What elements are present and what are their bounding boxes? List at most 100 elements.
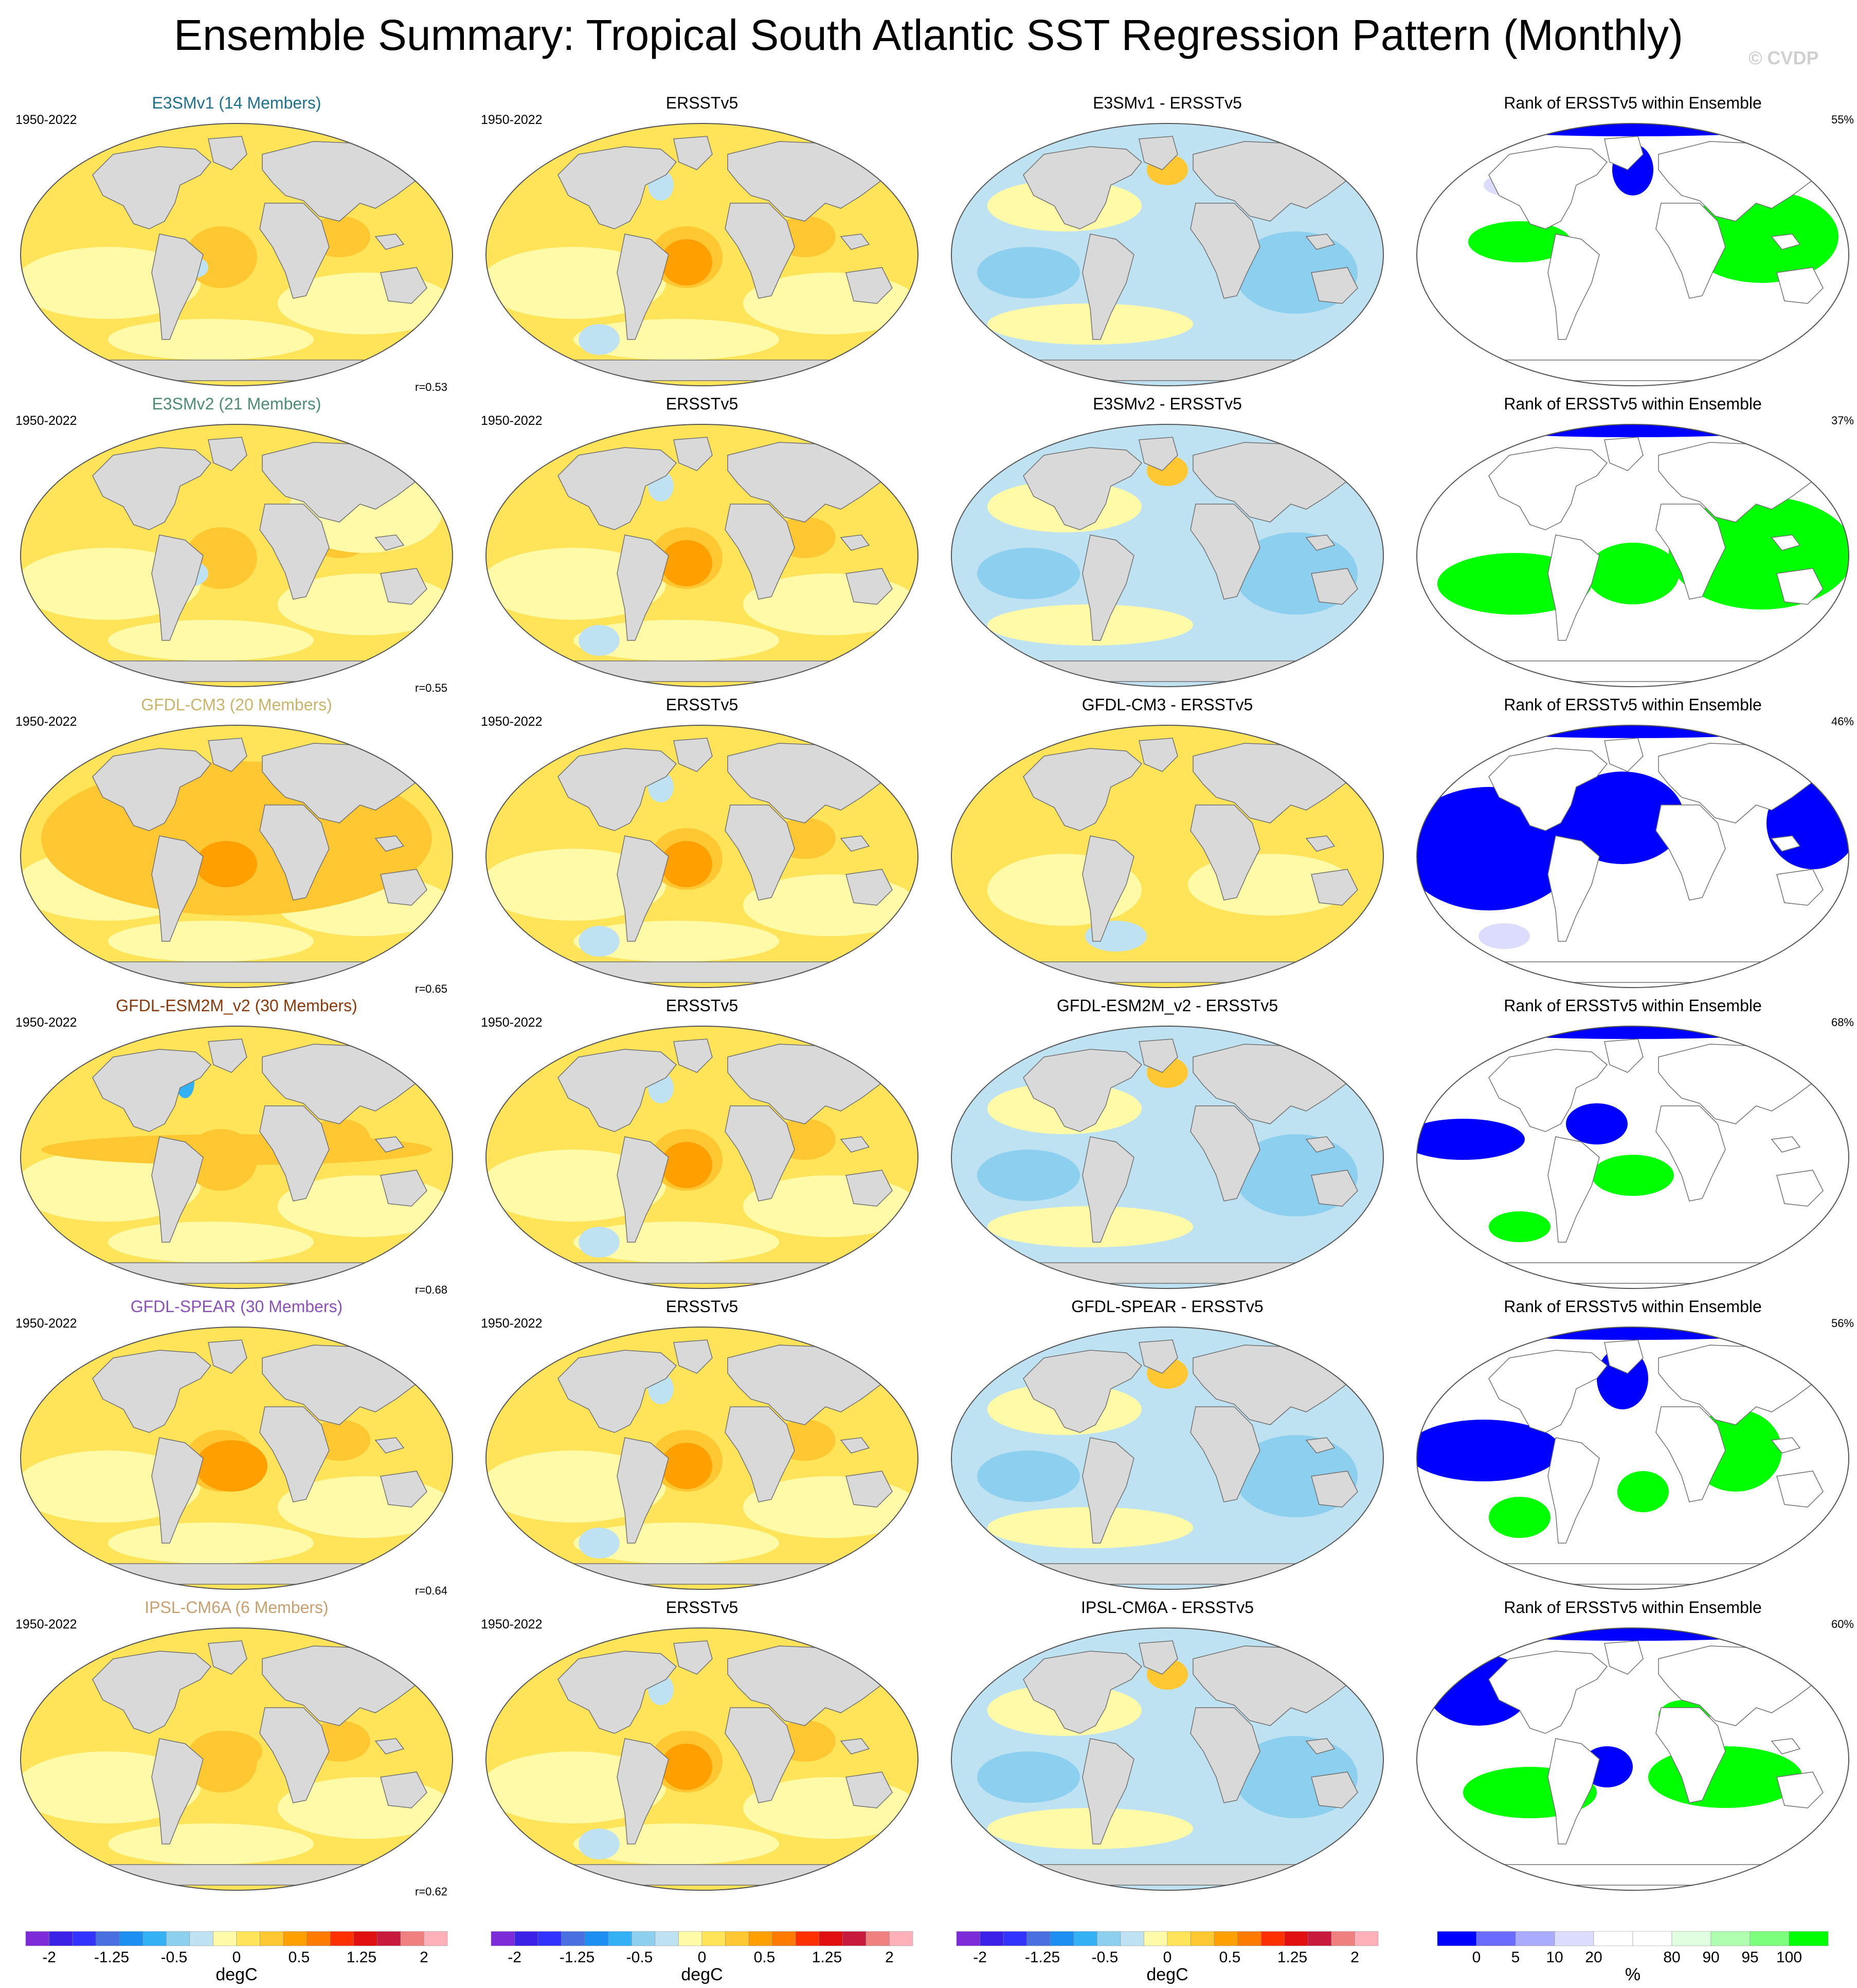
diff-map	[951, 424, 1384, 687]
colorbar-swatch	[424, 1931, 448, 1946]
obs-map	[485, 1327, 918, 1590]
rank-map	[1416, 1026, 1849, 1289]
colorbar-swatch	[819, 1931, 843, 1946]
colorbar-tick-label: -1.25	[94, 1949, 129, 1965]
model-title: GFDL-CM3 (20 Members)	[141, 695, 332, 714]
panel-row1-rank: Rank of ERSSTv5 within Ensemble 55%	[1401, 93, 1857, 393]
colorbar-tick-label: 20	[1585, 1949, 1602, 1965]
panel-row3-obs: ERSSTv5 1950-2022	[471, 694, 933, 995]
model-map	[20, 1327, 453, 1590]
obs-map	[485, 1627, 918, 1891]
colorbar-tick-label: 10	[1546, 1949, 1563, 1965]
obs-map	[485, 123, 918, 386]
colorbar-swatch	[1097, 1931, 1121, 1946]
colorbar-swatch	[1710, 1931, 1751, 1946]
colorbar-swatch	[1593, 1931, 1633, 1946]
cvdp-watermark: © CVDP	[1748, 47, 1819, 68]
panel-row1-diff: E3SMv1 - ERSSTv5	[936, 93, 1399, 393]
colorbar-tick-label: -1.25	[1025, 1949, 1060, 1965]
colorbar-swatch	[1331, 1931, 1355, 1946]
diff-title: GFDL-CM3 - ERSSTv5	[1081, 695, 1253, 714]
colorbar-swatch	[1144, 1931, 1168, 1946]
rank-map	[1416, 1627, 1849, 1891]
model-map	[20, 123, 453, 386]
colorbar-swatch	[142, 1931, 167, 1946]
diff-title: GFDL-ESM2M_v2 - ERSSTv5	[1056, 996, 1278, 1015]
year-range-label: 1950-2022	[15, 1015, 77, 1030]
year-range-label: 1950-2022	[481, 714, 543, 729]
colorbar-swatch	[701, 1931, 726, 1946]
rank-title: Rank of ERSSTv5 within Ensemble	[1504, 695, 1762, 714]
colorbar-swatch	[1050, 1931, 1074, 1946]
panel-row6-obs: ERSSTv5 1950-2022	[471, 1597, 933, 1898]
panel-row1-obs: ERSSTv5 1950-2022	[471, 93, 933, 393]
pattern-correlation-label: r=0.53	[415, 381, 447, 393]
colorbar-swatch	[561, 1931, 585, 1946]
panel-row5-diff: GFDL-SPEAR - ERSSTv5	[936, 1296, 1399, 1597]
model-map	[20, 424, 453, 687]
rank-percent-label: 37%	[1831, 414, 1854, 427]
panel-row4-obs: ERSSTv5 1950-2022	[471, 995, 933, 1296]
colorbar-swatch	[1476, 1931, 1516, 1946]
panel-row5-rank: Rank of ERSSTv5 within Ensemble 56%	[1401, 1296, 1857, 1597]
diff-map	[951, 1026, 1384, 1289]
colorbar-swatch	[49, 1931, 73, 1946]
colorbar-swatch	[1750, 1931, 1790, 1946]
model-map	[20, 725, 453, 988]
colorbar-swatch	[72, 1931, 96, 1946]
model-map	[20, 1026, 453, 1289]
colorbar-tick-label: 80	[1663, 1949, 1680, 1965]
diff-title: E3SMv2 - ERSSTv5	[1093, 395, 1242, 413]
colorbar-swatch	[1437, 1931, 1477, 1946]
year-range-label: 1950-2022	[481, 1015, 543, 1030]
colorbar-swatches: 0 5 10 20 80 90 95 100	[1437, 1931, 1829, 1965]
year-range-label: 1950-2022	[481, 1617, 543, 1632]
colorbar-tick-label: -1.25	[560, 1949, 594, 1965]
colorbar-swatch	[795, 1931, 820, 1946]
panel-row6-rank: Rank of ERSSTv5 within Ensemble 60%	[1401, 1597, 1857, 1898]
colorbar-unit-label: degC	[215, 1965, 258, 1984]
obs-title: ERSSTv5	[665, 395, 738, 413]
colorbar-tick-label: 0.5	[754, 1949, 776, 1965]
colorbar-swatch	[1026, 1931, 1051, 1946]
colorbar-swatch	[537, 1931, 562, 1946]
year-range-label: 1950-2022	[15, 414, 77, 428]
colorbar-swatch	[1632, 1931, 1672, 1946]
obs-title: ERSSTv5	[665, 94, 738, 112]
colorbar-swatch	[1260, 1931, 1285, 1946]
rank-percent-label: 68%	[1831, 1016, 1854, 1029]
rank-percent-label: 60%	[1831, 1618, 1854, 1631]
colorbar-tick-label: 90	[1702, 1949, 1719, 1965]
colorbar-swatch	[377, 1931, 401, 1946]
colorbar-swatch	[1120, 1931, 1144, 1946]
colorbar-swatch	[678, 1931, 702, 1946]
colorbar-tick-label: 100	[1776, 1949, 1802, 1965]
panel-row4-diff: GFDL-ESM2M_v2 - ERSSTv5	[936, 995, 1399, 1296]
colorbar-2: -2 -1.25 -0.5 0 0.5 1.25 2 degC	[471, 1929, 933, 1988]
panel-row3-rank: Rank of ERSSTv5 within Ensemble 46%	[1401, 694, 1857, 995]
model-title: GFDL-ESM2M_v2 (30 Members)	[116, 996, 357, 1015]
colorbar-tick-label: -2	[973, 1949, 987, 1965]
diff-map	[951, 725, 1384, 988]
rank-percent-label: 55%	[1831, 113, 1854, 126]
colorbar-tick-label: 1.25	[1277, 1949, 1307, 1965]
colorbar-swatch	[119, 1931, 143, 1946]
colorbar-swatches: -2 -1.25 -0.5 0 0.5 1.25 2	[956, 1931, 1379, 1965]
colorbar-tick-label: 0.5	[289, 1949, 310, 1965]
colorbar-swatch	[1167, 1931, 1191, 1946]
panel-row2-diff: E3SMv2 - ERSSTv5	[936, 393, 1399, 694]
colorbar-tick-label: 2	[1350, 1949, 1359, 1965]
obs-map	[485, 424, 918, 687]
rank-title: Rank of ERSSTv5 within Ensemble	[1504, 1598, 1762, 1617]
colorbar-swatch	[1671, 1931, 1711, 1946]
colorbar-swatch	[25, 1931, 49, 1946]
model-map	[20, 1627, 453, 1891]
year-range-label: 1950-2022	[15, 714, 77, 729]
colorbar-swatches: -2 -1.25 -0.5 0 0.5 1.25 2	[25, 1931, 448, 1965]
colorbar-tick-label: 2	[885, 1949, 894, 1965]
rank-percent-label: 56%	[1831, 1317, 1854, 1330]
obs-title: ERSSTv5	[665, 996, 738, 1015]
colorbar-tick-label: -2	[42, 1949, 56, 1965]
panel-row6-model: IPSL-CM6A (6 Members) 1950-2022 r=0.62	[5, 1597, 468, 1898]
colorbar-unit-label: degC	[1146, 1965, 1188, 1984]
